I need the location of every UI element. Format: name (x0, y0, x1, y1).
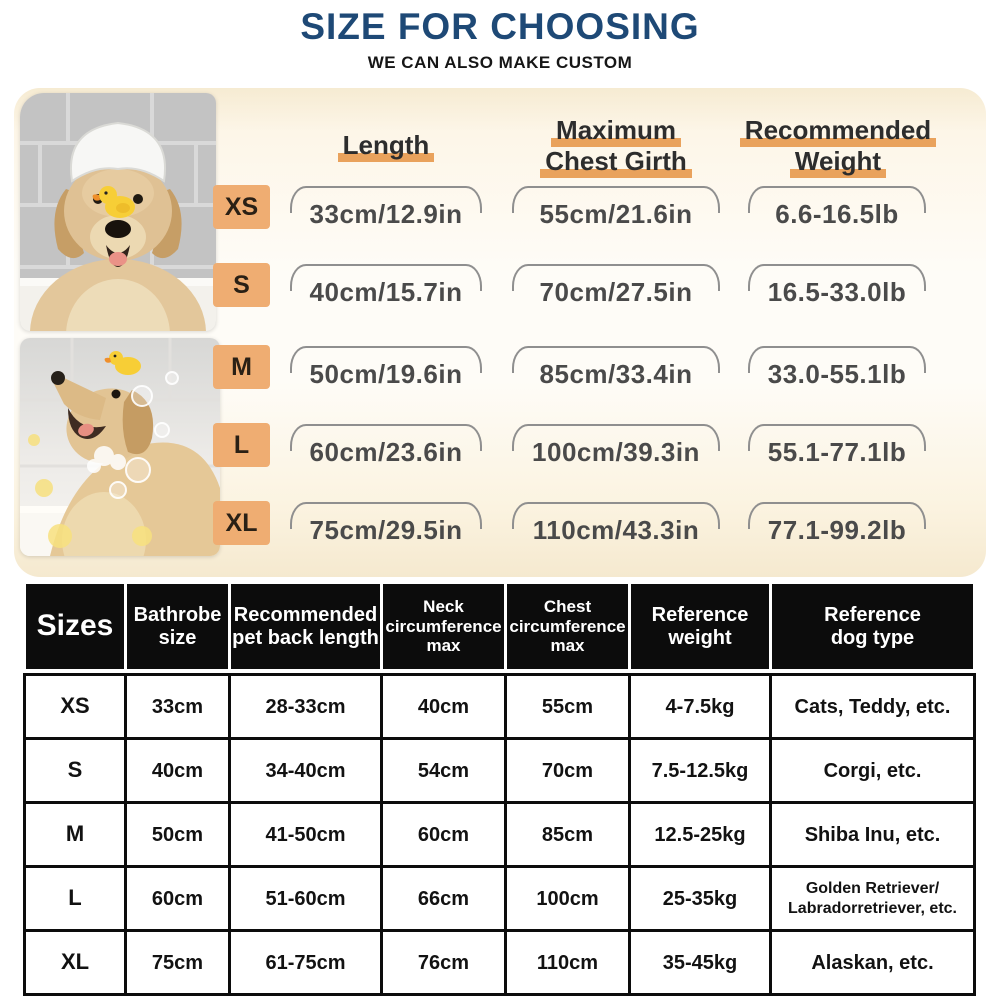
dog-illustration-bottom (20, 338, 220, 556)
cell-s-dog-type: Corgi, etc. (772, 740, 973, 801)
dog-mouth (68, 408, 106, 439)
rubber-duck-icon (92, 186, 135, 218)
dog-bottom (50, 371, 220, 556)
length-value-xs: 33cm/12.9in (290, 184, 482, 231)
cell-m-neck: 60cm (383, 804, 504, 865)
spec-table: Sizes Bathrobe size Recommended pet back… (23, 584, 976, 996)
header-reference-weight: Reference weight (631, 584, 769, 669)
size-chip-xs: XS (213, 185, 270, 229)
cell-l-chest: 100cm (507, 868, 628, 929)
shower-cap-icon (70, 121, 166, 183)
dog-photo-bath (20, 338, 220, 556)
chest-value-l: 100cm/39.3in (512, 422, 720, 469)
length-value-l: 60cm/23.6in (290, 422, 482, 469)
length-value-m: 50cm/19.6in (290, 344, 482, 391)
length-value-s: 40cm/15.7in (290, 262, 482, 309)
cell-m-bathrobe: 50cm (127, 804, 228, 865)
dog-photo-shower-cap (20, 93, 216, 331)
chest-value-m: 85cm/33.4in (512, 344, 720, 391)
cell-xs-back: 28-33cm (231, 676, 380, 737)
column-header-chest-girth: Maximum Chest Girth (504, 116, 728, 178)
cell-xs-bathrobe: 33cm (127, 676, 228, 737)
spec-table-header: Sizes Bathrobe size Recommended pet back… (23, 584, 976, 669)
cell-xs-weight: 4-7.5kg (631, 676, 769, 737)
weight-value-m: 33.0-55.1lb (748, 344, 926, 391)
cell-s-back: 34-40cm (231, 740, 380, 801)
cell-xl-size: XL (26, 932, 124, 993)
cell-l-neck: 66cm (383, 868, 504, 929)
cell-xl-back: 61-75cm (231, 932, 380, 993)
header-neck-circumference: Neck circumference max (383, 584, 504, 669)
chest-value-s: 70cm/27.5in (512, 262, 720, 309)
cell-s-neck: 54cm (383, 740, 504, 801)
spec-table-body: XS 33cm 28-33cm 40cm 55cm 4-7.5kg Cats, … (23, 673, 976, 996)
header-sizes: Sizes (26, 584, 124, 669)
cell-s-size: S (26, 740, 124, 801)
page-title: SIZE FOR CHOOSING (300, 6, 700, 47)
cell-xs-dog-type: Cats, Teddy, etc. (772, 676, 973, 737)
header-reference-dog-type: Reference dog type (772, 584, 973, 669)
sparkles (28, 434, 152, 548)
cell-m-back: 41-50cm (231, 804, 380, 865)
dog-nose (105, 220, 131, 238)
header-bathrobe-size: Bathrobe size (127, 584, 228, 669)
cell-s-chest: 70cm (507, 740, 628, 801)
size-chip-s: S (213, 263, 270, 307)
cell-s-weight: 7.5-12.5kg (631, 740, 769, 801)
cell-l-back: 51-60cm (231, 868, 380, 929)
size-chip-m: M (213, 345, 270, 389)
dog-nose (51, 371, 65, 385)
cell-s-bathrobe: 40cm (127, 740, 228, 801)
chest-value-xl: 110cm/43.3in (512, 500, 720, 547)
weight-value-s: 16.5-33.0lb (748, 262, 926, 309)
rubber-duck-icon (104, 351, 141, 375)
weight-value-xs: 6.6-16.5lb (748, 184, 926, 231)
weight-value-xl: 77.1-99.2lb (748, 500, 926, 547)
bubbles (109, 371, 179, 499)
cell-xs-neck: 40cm (383, 676, 504, 737)
cell-l-size: L (26, 868, 124, 929)
size-chip-xl: XL (213, 501, 270, 545)
cell-xs-chest: 55cm (507, 676, 628, 737)
length-value-xl: 75cm/29.5in (290, 500, 482, 547)
header-back-length: Recommended pet back length (231, 584, 380, 669)
cell-xl-neck: 76cm (383, 932, 504, 993)
size-chip-l: L (213, 423, 270, 467)
chest-value-xs: 55cm/21.6in (512, 184, 720, 231)
cell-m-weight: 12.5-25kg (631, 804, 769, 865)
cell-xl-weight: 35-45kg (631, 932, 769, 993)
cell-m-size: M (26, 804, 124, 865)
cell-xl-bathrobe: 75cm (127, 932, 228, 993)
column-header-weight: Recommended Weight (736, 116, 940, 178)
cell-xs-size: XS (26, 676, 124, 737)
soap-suds (87, 446, 126, 473)
column-header-length: Length (290, 131, 482, 162)
cell-l-weight: 25-35kg (631, 868, 769, 929)
page-subtitle: WE CAN ALSO MAKE CUSTOM (367, 53, 633, 72)
weight-value-l: 55.1-77.1lb (748, 422, 926, 469)
dog-illustration-top (20, 93, 216, 331)
cell-xl-chest: 110cm (507, 932, 628, 993)
cell-m-chest: 85cm (507, 804, 628, 865)
cell-l-bathrobe: 60cm (127, 868, 228, 929)
cell-xl-dog-type: Alaskan, etc. (772, 932, 973, 993)
header-chest-circumference: Chest circumference max (507, 584, 628, 669)
cell-m-dog-type: Shiba Inu, etc. (772, 804, 973, 865)
cell-l-dog-type: Golden Retriever/ Labradorretriever, etc… (772, 868, 973, 929)
